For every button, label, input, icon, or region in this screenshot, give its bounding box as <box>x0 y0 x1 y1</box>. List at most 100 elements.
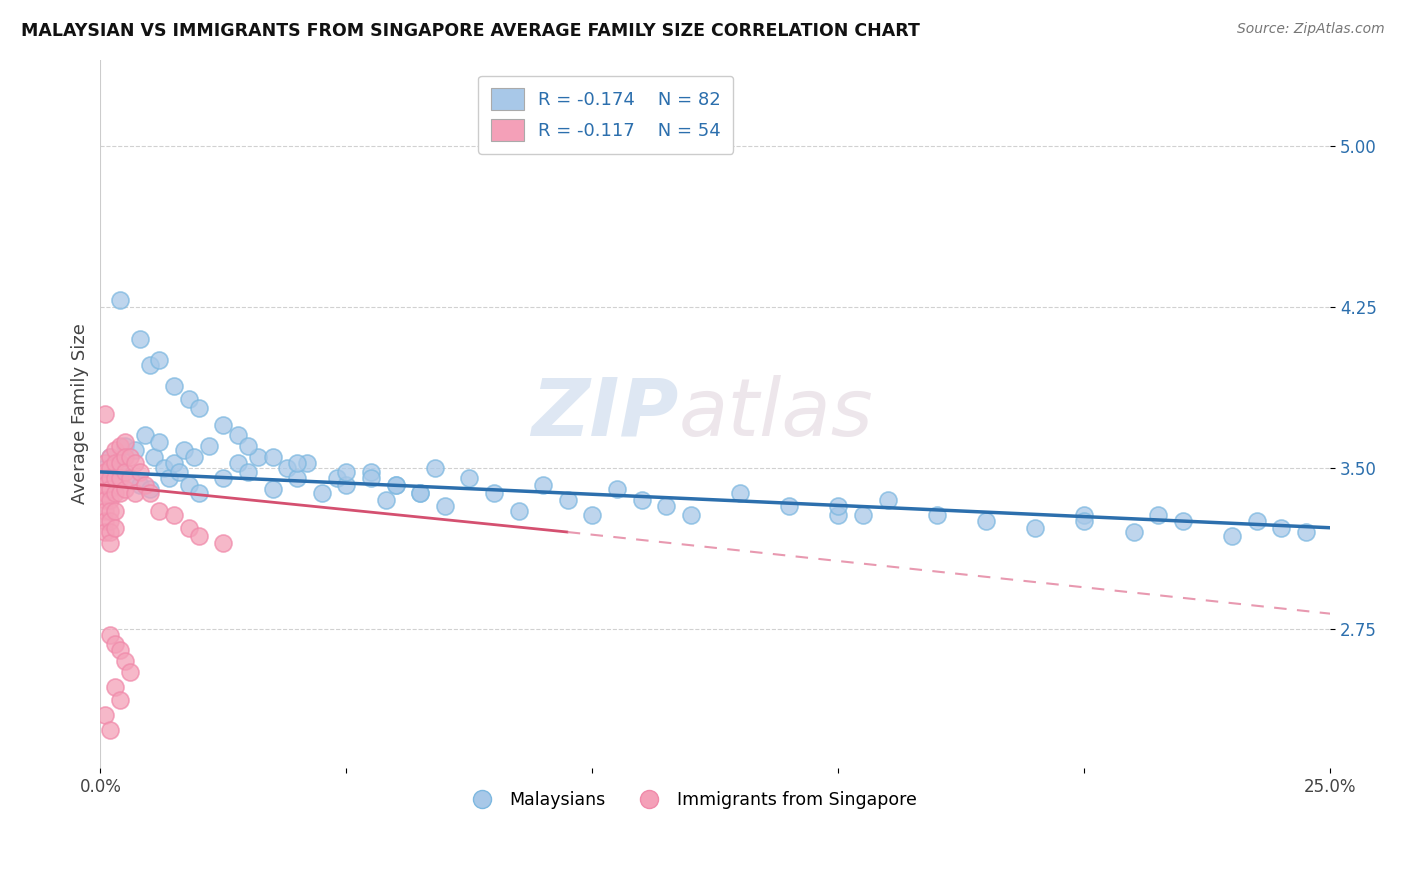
Point <box>177 392 200 406</box>
Point <box>108 471 131 485</box>
Point <box>148 353 170 368</box>
Point <box>128 478 150 492</box>
Point <box>114 654 136 668</box>
Point <box>104 680 127 694</box>
Point <box>163 508 186 522</box>
Point <box>285 471 308 485</box>
Point <box>212 536 235 550</box>
Point <box>98 536 121 550</box>
Point <box>384 478 406 492</box>
Point <box>1147 508 1170 522</box>
Point <box>94 460 117 475</box>
Point <box>108 643 131 657</box>
Point <box>1246 514 1268 528</box>
Point <box>226 456 249 470</box>
Point <box>118 665 141 679</box>
Point <box>925 508 948 522</box>
Point <box>94 456 117 470</box>
Point <box>433 500 456 514</box>
Point <box>118 471 141 485</box>
Point <box>508 503 530 517</box>
Y-axis label: Average Family Size: Average Family Size <box>72 324 89 504</box>
Point <box>124 486 146 500</box>
Text: Source: ZipAtlas.com: Source: ZipAtlas.com <box>1237 22 1385 37</box>
Point <box>163 379 186 393</box>
Point <box>108 486 131 500</box>
Legend: Malaysians, Immigrants from Singapore: Malaysians, Immigrants from Singapore <box>457 784 924 816</box>
Point <box>276 460 298 475</box>
Point <box>104 465 127 479</box>
Point <box>557 492 579 507</box>
Point <box>1073 508 1095 522</box>
Point <box>212 417 235 432</box>
Point <box>679 508 702 522</box>
Point <box>827 500 849 514</box>
Point <box>98 628 121 642</box>
Point <box>384 478 406 492</box>
Point <box>360 471 382 485</box>
Point <box>148 434 170 449</box>
Point <box>98 450 121 464</box>
Point <box>94 524 117 539</box>
Point <box>606 482 628 496</box>
Point <box>167 465 190 479</box>
Point <box>118 450 141 464</box>
Point <box>134 478 156 492</box>
Point <box>409 486 432 500</box>
Point <box>581 508 603 522</box>
Point <box>630 492 652 507</box>
Point <box>118 471 141 485</box>
Point <box>98 492 121 507</box>
Point <box>187 486 209 500</box>
Point <box>246 450 269 464</box>
Point <box>104 637 127 651</box>
Point <box>114 439 136 453</box>
Point <box>325 471 347 485</box>
Point <box>482 486 505 500</box>
Point <box>94 478 117 492</box>
Point <box>1171 514 1194 528</box>
Point <box>311 486 333 500</box>
Text: MALAYSIAN VS IMMIGRANTS FROM SINGAPORE AVERAGE FAMILY SIZE CORRELATION CHART: MALAYSIAN VS IMMIGRANTS FROM SINGAPORE A… <box>21 22 920 40</box>
Point <box>108 456 131 470</box>
Point <box>104 456 127 470</box>
Point <box>212 471 235 485</box>
Point <box>104 443 127 458</box>
Point <box>114 450 136 464</box>
Point <box>177 478 200 492</box>
Point <box>531 478 554 492</box>
Point <box>94 492 117 507</box>
Point <box>128 332 150 346</box>
Point <box>138 486 160 500</box>
Point <box>177 521 200 535</box>
Point <box>360 465 382 479</box>
Point <box>974 514 997 528</box>
Point <box>138 482 160 496</box>
Point <box>124 456 146 470</box>
Point <box>128 465 150 479</box>
Point <box>187 529 209 543</box>
Point <box>876 492 898 507</box>
Point <box>374 492 396 507</box>
Point <box>94 503 117 517</box>
Point <box>114 465 136 479</box>
Point <box>1073 514 1095 528</box>
Point <box>108 692 131 706</box>
Point <box>423 460 446 475</box>
Point <box>173 443 195 458</box>
Point <box>98 524 121 539</box>
Point <box>1122 524 1144 539</box>
Point <box>94 407 117 421</box>
Point <box>295 456 318 470</box>
Point <box>108 439 131 453</box>
Point <box>94 514 117 528</box>
Point <box>852 508 875 522</box>
Point <box>94 486 117 500</box>
Point <box>98 450 121 464</box>
Point <box>236 465 259 479</box>
Point <box>143 450 166 464</box>
Point <box>335 465 357 479</box>
Point <box>98 471 121 485</box>
Point <box>98 503 121 517</box>
Point <box>94 465 117 479</box>
